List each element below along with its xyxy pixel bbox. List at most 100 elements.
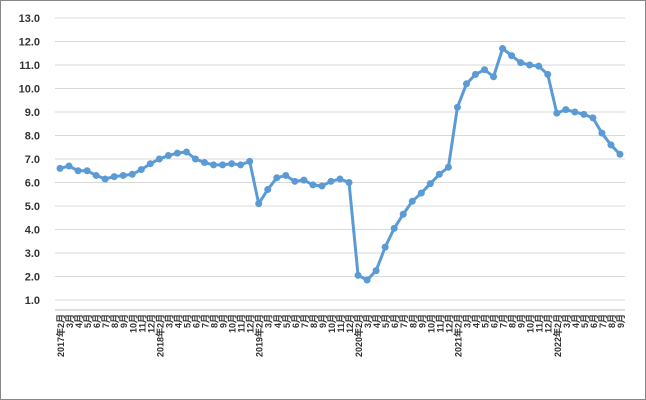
x-tick-label: 4月 [273, 314, 283, 328]
x-tick-label: 8月 [408, 314, 418, 328]
point [444, 163, 452, 171]
point [471, 70, 479, 78]
point [182, 148, 190, 156]
point [74, 167, 82, 175]
point [508, 52, 516, 60]
x-tick-label: 3月 [65, 314, 75, 328]
x-tick-label: 4月 [571, 314, 581, 328]
x-tick-label: 10月 [228, 314, 238, 333]
y-tick-label: 8.0 [25, 131, 40, 143]
x-tick-label: 11月 [435, 314, 445, 333]
x-tick-label: 10月 [526, 314, 536, 333]
point [372, 267, 380, 275]
point [173, 149, 181, 157]
point [137, 166, 145, 174]
point [264, 186, 272, 194]
x-tick-label: 7月 [300, 314, 310, 328]
point [128, 170, 136, 178]
point [273, 174, 281, 182]
point [553, 109, 561, 117]
point [598, 129, 606, 137]
x-tick-label: 5月 [182, 314, 192, 328]
point [417, 189, 425, 197]
x-tick-label: 7月 [201, 314, 211, 328]
point [155, 155, 163, 163]
x-tick-label: 11月 [535, 314, 545, 333]
x-tick-label: 3月 [264, 314, 274, 328]
point [544, 70, 552, 78]
point [282, 171, 290, 179]
y-tick-label: 2.0 [25, 272, 40, 284]
point [191, 155, 199, 163]
x-tick-label: 8月 [508, 314, 518, 328]
x-tick-label: 5月 [580, 314, 590, 328]
x-tick-label: 6月 [589, 314, 599, 328]
point [336, 175, 344, 183]
point [92, 171, 100, 179]
x-tick-label: 5月 [481, 314, 491, 328]
x-tick-label: 6月 [92, 314, 102, 328]
x-tick-label: 9月 [417, 314, 427, 328]
point [318, 182, 326, 190]
x-tick-label: 3月 [164, 314, 174, 328]
x-tick-label: 2019年2月 [254, 314, 265, 357]
y-tick-label: 11.0 [19, 60, 40, 72]
x-tick-label: 12月 [246, 314, 256, 333]
point [228, 160, 236, 168]
point [65, 162, 73, 170]
point [580, 110, 588, 118]
x-tick-label: 12月 [146, 314, 156, 333]
point [101, 175, 109, 183]
x-tick-label: 2020年2月 [353, 314, 364, 357]
point [381, 243, 389, 251]
y-tick-label: 9.0 [25, 107, 40, 119]
x-tick-label: 10月 [327, 314, 337, 333]
point [499, 45, 507, 53]
x-tick-label: 10月 [128, 314, 138, 333]
x-tick-label: 5月 [282, 314, 292, 328]
x-tick-label: 4月 [173, 314, 183, 328]
y-tick-label: 6.0 [25, 178, 40, 190]
x-tick-label: 4月 [74, 314, 84, 328]
x-tick-label: 7月 [101, 314, 111, 328]
x-tick-label: 2021年2月 [452, 314, 463, 357]
x-tick-label: 3月 [363, 314, 373, 328]
point [589, 114, 597, 122]
y-tick-label: 5.0 [25, 201, 40, 213]
y-tick-label: 10.0 [19, 84, 40, 96]
x-tick-label: 11月 [336, 314, 346, 333]
point [481, 66, 489, 74]
y-tick-label: 1.0 [25, 295, 40, 307]
x-tick-label: 8月 [607, 314, 617, 328]
x-tick-label: 12月 [444, 314, 454, 333]
point [327, 177, 335, 185]
x-tick-label: 9月 [616, 314, 626, 328]
x-tick-label: 9月 [219, 314, 229, 328]
x-tick-label: 7月 [399, 314, 409, 328]
y-tick-label: 4.0 [25, 225, 40, 237]
x-tick-label: 7月 [598, 314, 608, 328]
x-tick-label: 12月 [345, 314, 355, 333]
point [562, 106, 570, 114]
point [354, 271, 362, 279]
point [246, 157, 254, 165]
x-tick-label: 9月 [119, 314, 129, 328]
x-tick-label: 9月 [318, 314, 328, 328]
x-tick-label: 6月 [490, 314, 500, 328]
point [255, 200, 263, 208]
point [110, 173, 118, 181]
point [363, 276, 371, 284]
point [408, 197, 416, 205]
point [607, 141, 615, 149]
point [300, 176, 308, 184]
point [219, 161, 227, 169]
point [210, 161, 218, 169]
x-tick-label: 2017年2月 [55, 314, 66, 357]
point [83, 167, 91, 175]
x-tick-label: 3月 [562, 314, 572, 328]
x-tick-label: 4月 [471, 314, 481, 328]
x-tick-label: 12月 [544, 314, 554, 333]
y-tick-label: 3.0 [25, 248, 40, 260]
